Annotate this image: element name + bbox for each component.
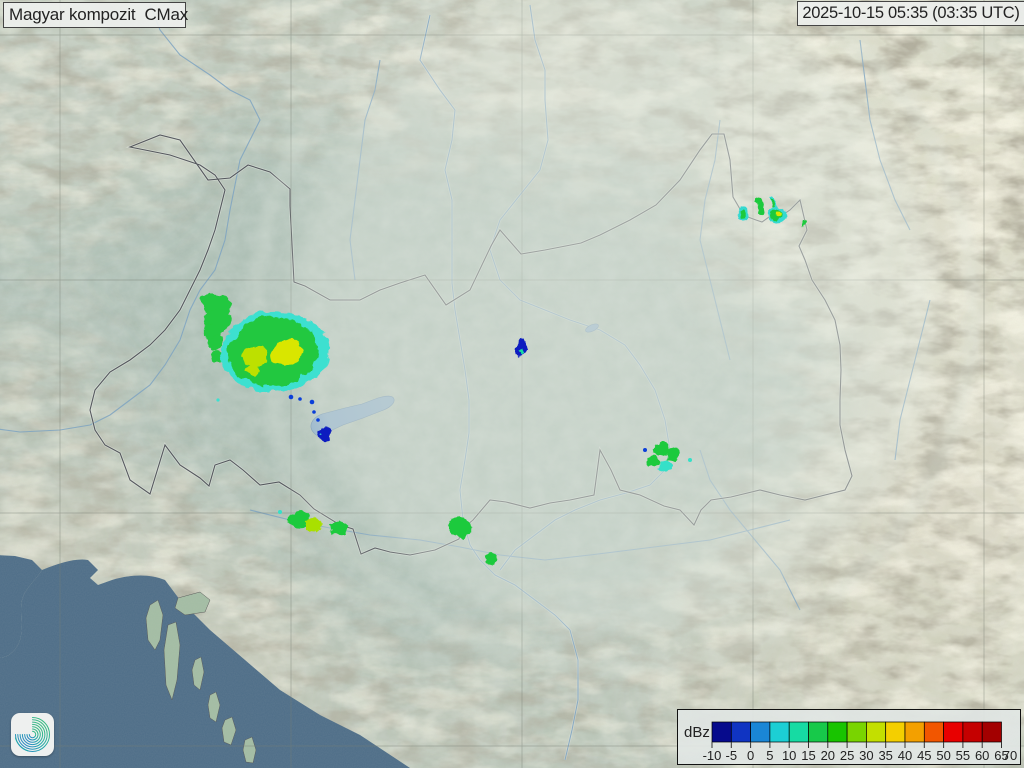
svg-text:20: 20: [821, 748, 835, 763]
svg-text:50: 50: [936, 748, 950, 763]
svg-text:10: 10: [782, 748, 796, 763]
svg-text:70: 70: [1003, 748, 1017, 763]
svg-text:35: 35: [878, 748, 892, 763]
svg-text:55: 55: [956, 748, 970, 763]
svg-text:30: 30: [859, 748, 873, 763]
svg-text:-10: -10: [703, 748, 722, 763]
svg-text:40: 40: [898, 748, 912, 763]
svg-text:5: 5: [766, 748, 773, 763]
svg-text:45: 45: [917, 748, 931, 763]
svg-text:15: 15: [801, 748, 815, 763]
svg-text:0: 0: [747, 748, 754, 763]
svg-text:60: 60: [975, 748, 989, 763]
svg-text:-5: -5: [726, 748, 738, 763]
svg-text:25: 25: [840, 748, 854, 763]
